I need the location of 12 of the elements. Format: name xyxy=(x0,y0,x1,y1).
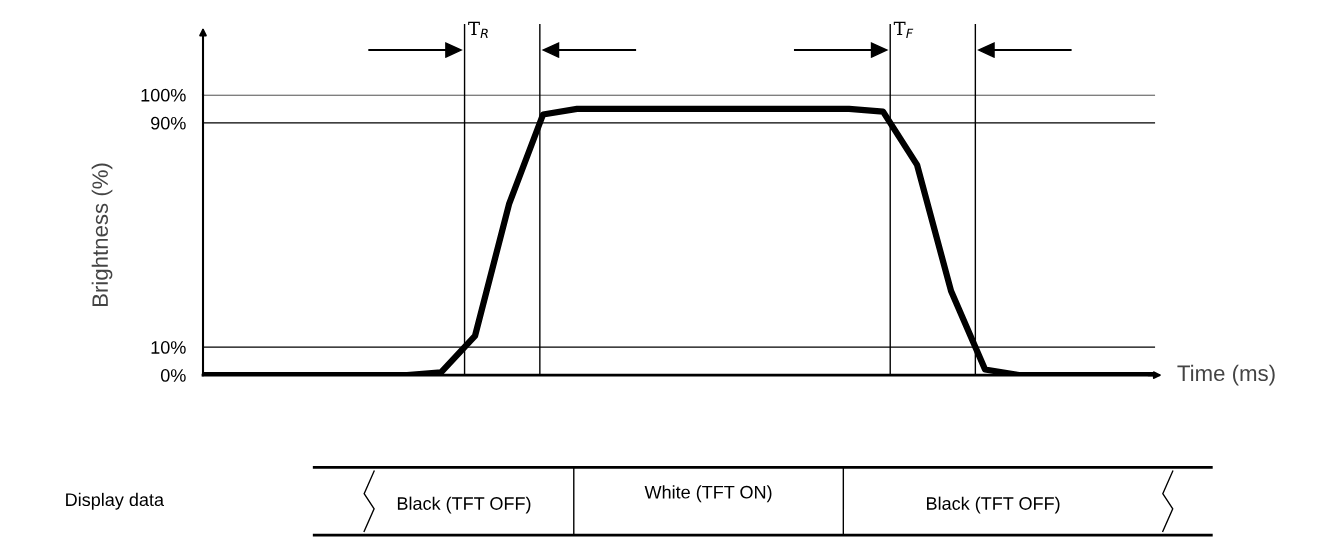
text: Display data xyxy=(66,492,165,510)
text: White (TFT ON) xyxy=(644,485,772,503)
y-tick-label: 10% xyxy=(151,341,186,354)
text: T$_{F}$ xyxy=(893,21,914,38)
text: Black (TFT OFF) xyxy=(927,496,1060,514)
text: T$_{R}$ xyxy=(468,21,488,38)
y-axis-title: Brightness (%) xyxy=(91,163,113,307)
y-tick-label: 0% xyxy=(160,369,186,382)
x-axis-title: Time (ms) xyxy=(1177,364,1275,386)
y-tick-label: 100% xyxy=(141,88,186,102)
text: Black (TFT OFF) xyxy=(397,496,531,514)
y-tick-label: 90% xyxy=(151,116,186,130)
